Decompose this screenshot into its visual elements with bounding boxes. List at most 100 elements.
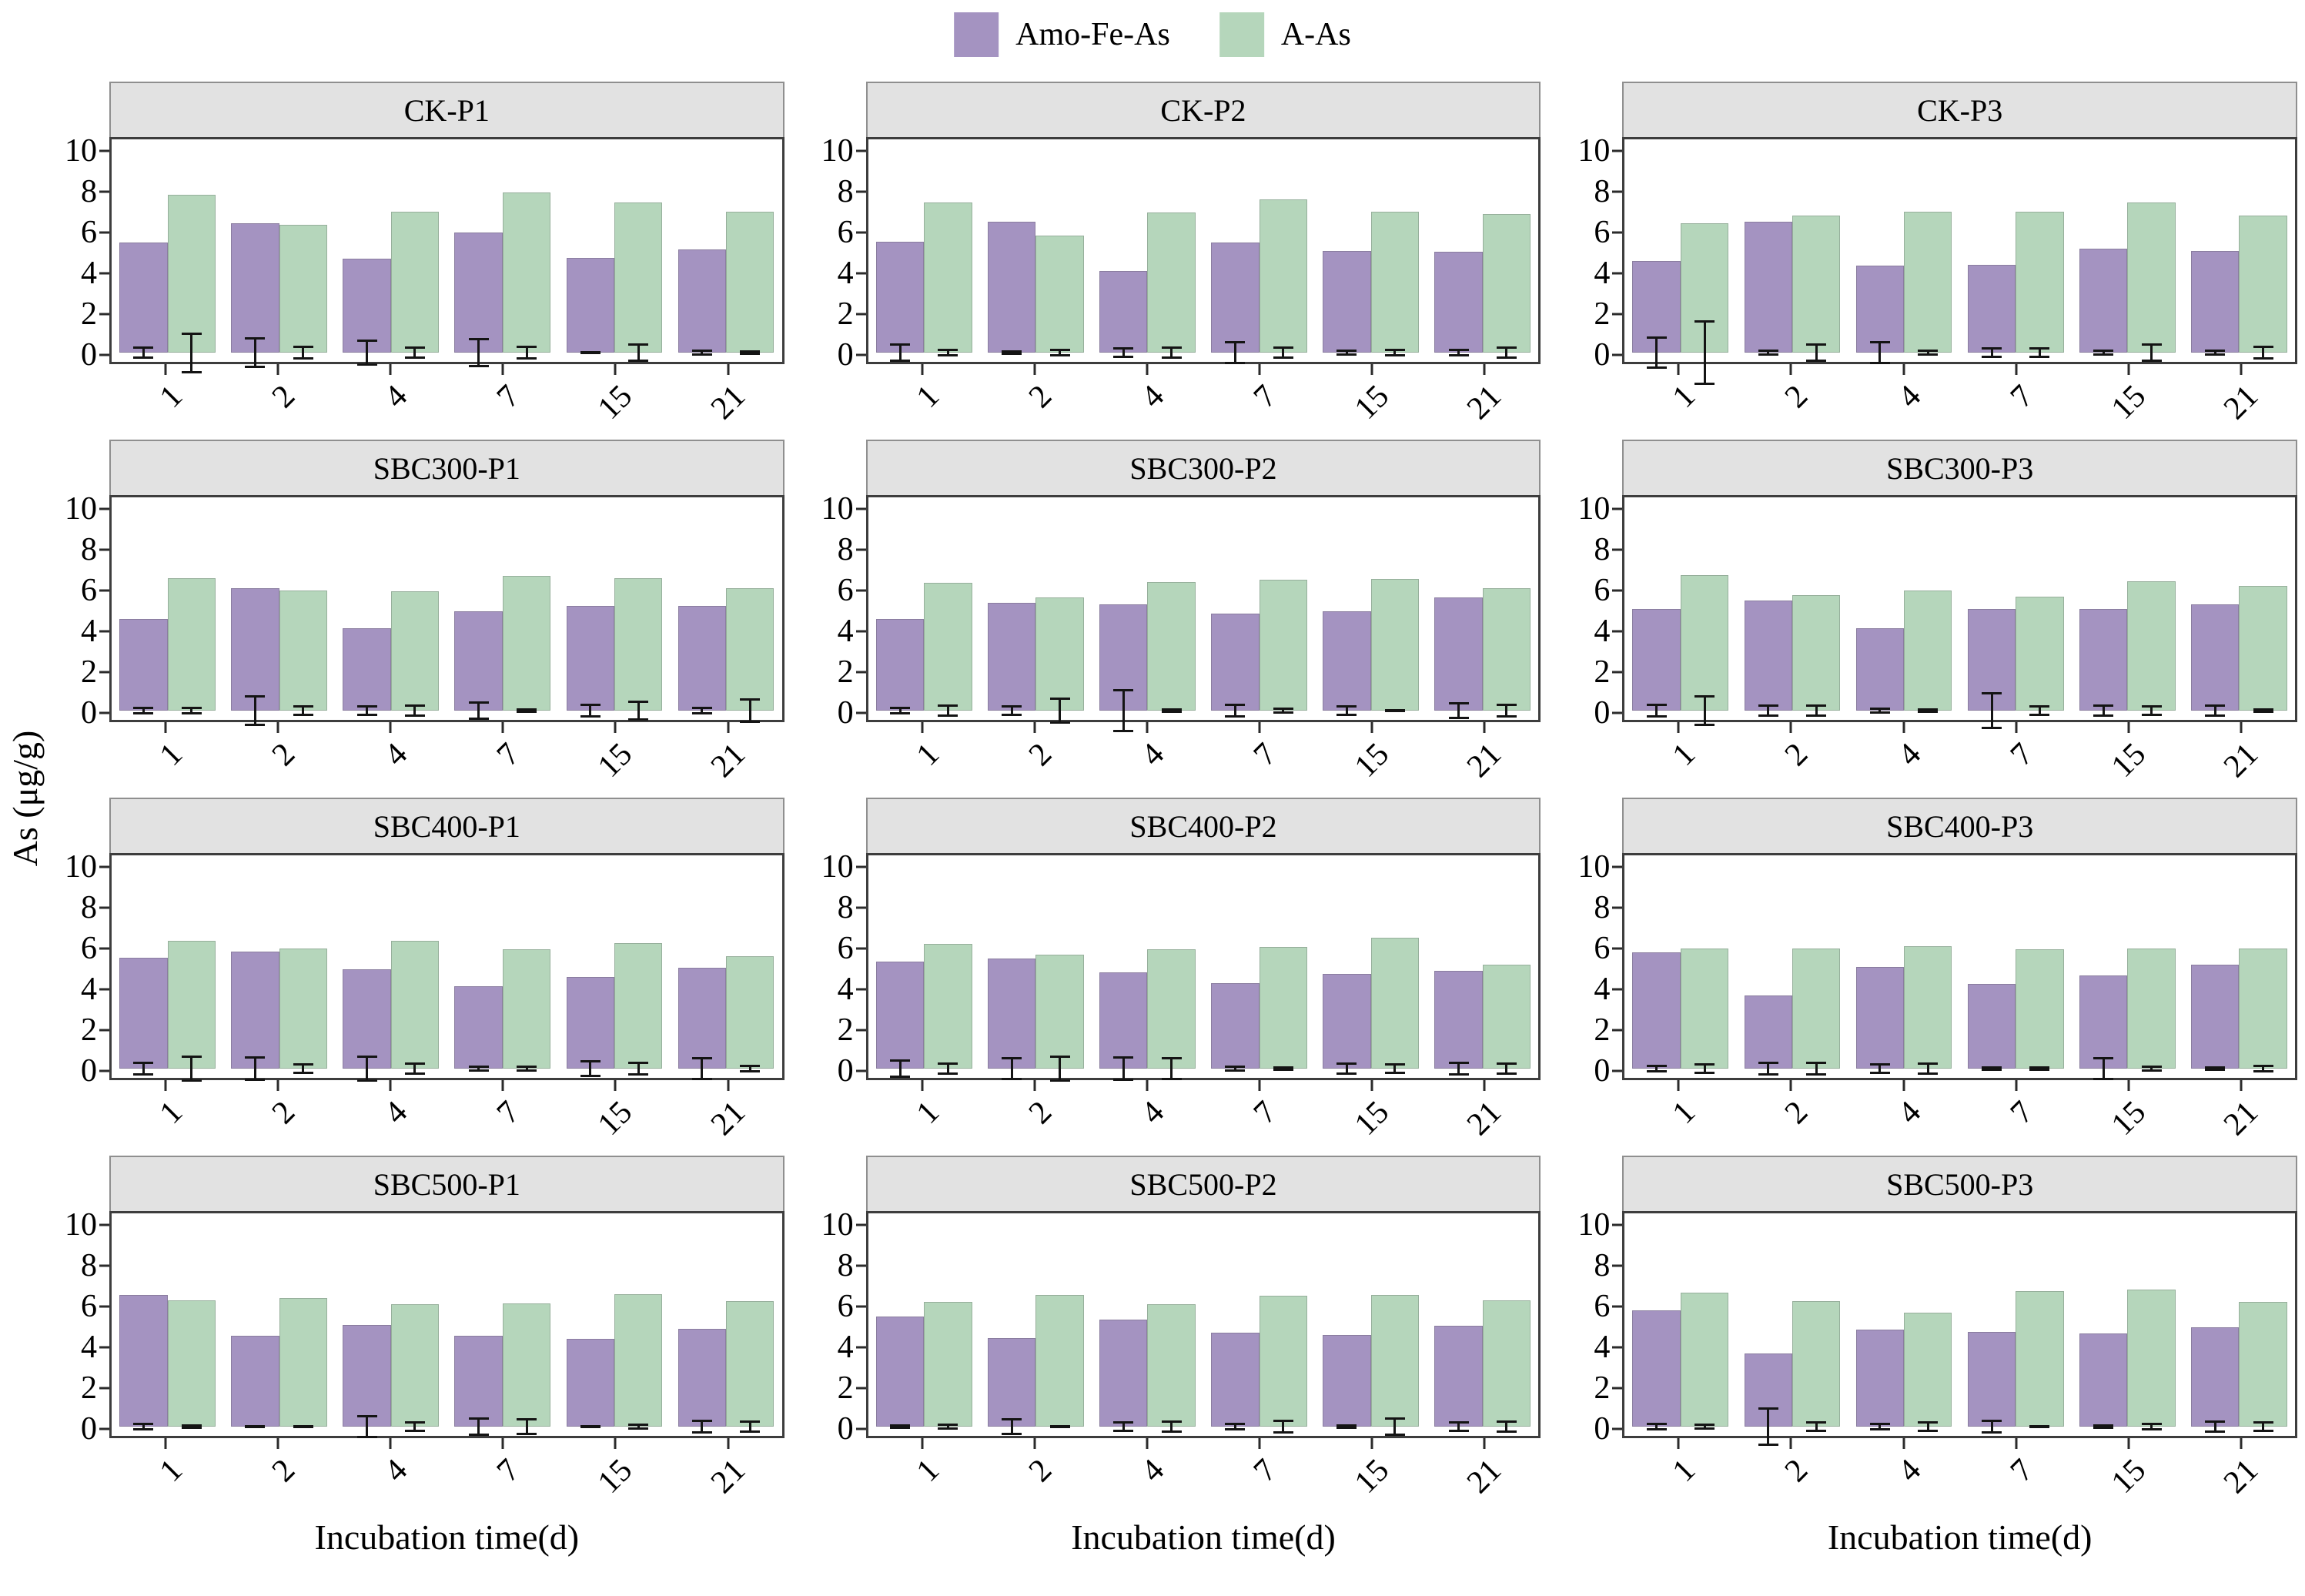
error-bar-cap-top <box>1225 1066 1246 1069</box>
error-bar <box>1113 1056 1134 1081</box>
y-tick-mark <box>1612 272 1623 275</box>
x-tick-mark <box>1370 364 1373 375</box>
error-bar-line <box>1655 1064 1658 1073</box>
bar-group-15 <box>558 139 670 362</box>
error-bar-cap-top <box>1869 1422 1890 1425</box>
error-bar-cap-bottom <box>356 1435 377 1438</box>
error-bar-line <box>1345 1062 1348 1075</box>
error-bar <box>740 1064 761 1073</box>
error-bar-cap-bottom <box>1273 356 1293 359</box>
error-bar-cap-bottom <box>1161 710 1182 713</box>
error-bar-cap-bottom <box>890 1075 910 1078</box>
x-tick-mark <box>921 1438 924 1449</box>
error-bar <box>1694 320 1715 386</box>
y-tick-mark <box>855 1069 866 1072</box>
error-bar-cap-top <box>1806 1421 1827 1424</box>
bar-amo-fe-as <box>1211 1333 1260 1431</box>
error-bar-cap-bottom <box>1694 723 1715 726</box>
x-axis-title: Incubation time(d) <box>1827 1517 2093 1557</box>
bar-group-4 <box>1092 139 1203 362</box>
error-bar-cap-top <box>1496 346 1517 350</box>
panel-body: 0 2 4 6 8 10 <box>55 493 785 729</box>
bar-group-2 <box>980 1213 1092 1436</box>
bar-a-as <box>1259 1296 1307 1434</box>
panel-body: 0 2 4 6 8 10 <box>1568 493 2297 729</box>
bar-group-2 <box>980 139 1092 362</box>
error-bar-line <box>2213 350 2216 356</box>
error-bar-cap-top <box>2029 347 2050 350</box>
x-tick-mark <box>2127 1080 2130 1091</box>
bar-group-7 <box>1203 497 1315 720</box>
y-tick-mark <box>855 149 866 152</box>
error-bar-cap-top <box>2253 1064 2273 1067</box>
bar-amo-fe-as <box>1855 966 1905 1074</box>
legend-swatch-a-as <box>1219 12 1264 57</box>
error-bar-cap-bottom <box>1384 1071 1405 1074</box>
error-bar <box>517 708 537 713</box>
legend-swatch-amo-fe-as <box>954 12 999 57</box>
bar-amo-fe-as <box>343 259 391 366</box>
bar-a-as <box>2127 1290 2176 1430</box>
y-tick-label: 2 <box>81 1370 97 1406</box>
error-bar-cap-top <box>1869 708 1890 711</box>
bar-a-as <box>1035 1295 1084 1428</box>
bar-group-15 <box>1315 855 1427 1078</box>
x-tick-mark <box>727 722 730 733</box>
panel-body: 0 2 4 6 8 10 <box>1568 1209 2297 1447</box>
bar-group-15 <box>1315 1213 1427 1436</box>
error-bar-cap-top <box>1384 348 1405 351</box>
x-tick-mark <box>1677 722 1680 733</box>
plot-area <box>109 137 785 373</box>
x-tick-mark <box>614 1080 617 1091</box>
x-tick-mark <box>1146 364 1149 375</box>
error-bar <box>938 704 958 717</box>
x-tick-mark <box>2015 1080 2018 1091</box>
y-tick-mark <box>99 630 109 633</box>
panel-title: SBC400-P2 <box>865 798 1541 853</box>
bar-group-4 <box>335 1213 447 1438</box>
error-bar <box>1646 1064 1667 1073</box>
error-bar-line <box>1233 1066 1236 1072</box>
error-bar-line <box>589 703 592 718</box>
error-bar-line <box>477 701 480 720</box>
bar-group-7 <box>1203 139 1315 364</box>
bar-amo-fe-as <box>1434 597 1483 719</box>
bar-amo-fe-as <box>677 605 727 715</box>
error-bar <box>938 348 958 357</box>
bar-a-as <box>1035 954 1084 1082</box>
error-bar-cap-top <box>2093 1424 2114 1427</box>
error-bar <box>2253 1064 2273 1073</box>
y-tick-label: 2 <box>837 296 854 332</box>
y-tick-mark <box>1612 1387 1623 1390</box>
y-tick-mark <box>855 988 866 991</box>
y-tick-label: 4 <box>81 1330 97 1365</box>
error-bar-cap-top <box>1694 695 1715 698</box>
bar-a-as <box>2016 596 2064 716</box>
y-tick-label: 0 <box>1594 695 1611 731</box>
error-bar-cap-bottom <box>1982 355 2002 358</box>
bar-group-2 <box>1736 1213 1848 1447</box>
error-bar-cap-top <box>245 1056 266 1059</box>
error-bar-line <box>2262 1421 2265 1432</box>
x-tick-mark <box>501 722 504 733</box>
error-bar-line <box>1505 1420 1508 1433</box>
error-bar-line <box>190 1055 193 1082</box>
error-bar <box>1694 695 1715 726</box>
error-bar-cap-bottom <box>404 714 425 717</box>
y-tick-label: 4 <box>81 972 97 1007</box>
y-tick-mark <box>1612 1223 1623 1226</box>
bar-amo-fe-as <box>1632 608 1681 718</box>
bar-a-as <box>1904 1312 1952 1432</box>
error-bar-cap-top <box>517 708 537 711</box>
error-bar <box>1273 346 1293 359</box>
y-tick-mark <box>855 507 866 510</box>
x-tick-mark <box>1789 722 1792 733</box>
x-tick-mark <box>727 1438 730 1449</box>
error-bar-cap-top <box>1646 336 1667 339</box>
error-bar-line <box>142 1422 145 1431</box>
panel-body: 0 2 4 6 8 10 <box>55 135 785 373</box>
error-bar <box>468 701 489 720</box>
bar-amo-fe-as <box>987 602 1036 716</box>
error-bar-cap-top <box>1113 347 1134 350</box>
y-tick-label: 8 <box>837 174 854 209</box>
